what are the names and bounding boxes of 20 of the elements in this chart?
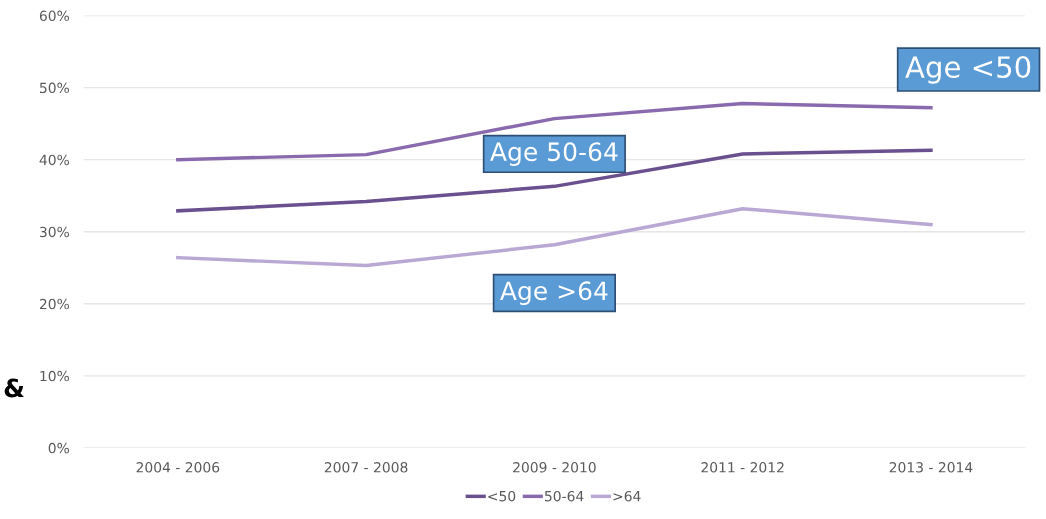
y-tick-label: 50% (39, 82, 70, 94)
legend-label: >64 (613, 490, 641, 502)
x-tick-label: 2009 - 2010 (513, 462, 596, 473)
y-tick-label: 30% (39, 226, 70, 238)
x-tick-label: 2004 - 2006 (136, 462, 220, 473)
legend-label: 50-64 (545, 490, 584, 502)
annotation: Age <50 (905, 56, 1031, 84)
x-tick-label: 2011 - 2012 (701, 462, 784, 473)
y-tick-label: 10% (40, 370, 70, 382)
annotation: Age 50-64 (490, 142, 618, 167)
y-tick-label: 0% (48, 442, 70, 454)
annotation: Age >64 (500, 281, 608, 306)
y-tick-label: 60% (39, 10, 70, 22)
line-series (176, 206, 933, 268)
y-tick-label: 40% (39, 154, 70, 166)
legend-label: <50 (488, 490, 516, 502)
y-tick-label: 20% (39, 298, 70, 310)
text: & (4, 378, 24, 398)
x-tick-label: 2007 - 2008 (324, 462, 408, 473)
x-tick-label: 2013 - 2014 (889, 462, 973, 473)
